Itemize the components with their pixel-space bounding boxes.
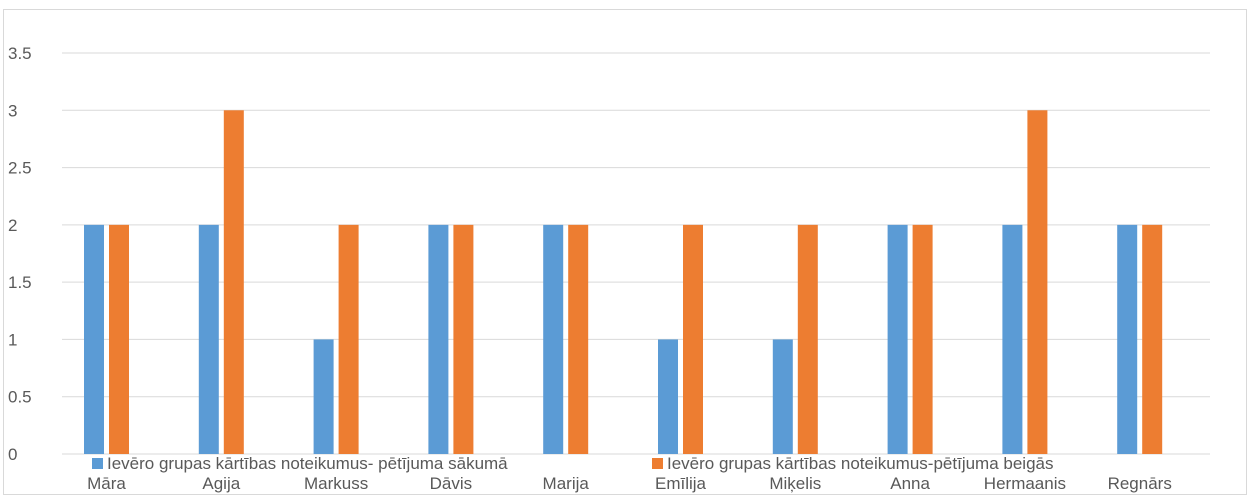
- y-tick-label: 0.5: [8, 388, 32, 407]
- bar-start-2: [313, 339, 334, 454]
- x-category-label: Emīlija: [655, 474, 707, 493]
- bar-start-0: [84, 224, 104, 454]
- bar-start-7: [887, 224, 908, 454]
- legend-swatch: [652, 458, 663, 469]
- chart-frame: [3, 9, 1247, 495]
- y-tick-label: 0: [8, 445, 17, 464]
- bar-end-3: [453, 224, 474, 454]
- y-tick-label: 3.5: [8, 44, 32, 63]
- bar-start-8: [1002, 224, 1023, 454]
- x-category-label: Dāvis: [430, 474, 473, 493]
- x-category-label: Māra: [87, 474, 126, 493]
- bar-end-6: [797, 224, 818, 454]
- x-category-label: Regnārs: [1108, 474, 1172, 493]
- bar-end-1: [223, 110, 244, 455]
- bar-end-7: [912, 224, 933, 454]
- x-category-label: Hermaanis: [984, 474, 1066, 493]
- bar-start-9: [1117, 224, 1138, 454]
- bar-start-6: [772, 339, 793, 454]
- bar-end-5: [683, 224, 703, 454]
- bar-end-9: [1142, 224, 1163, 454]
- y-tick-label: 1.5: [8, 273, 32, 292]
- y-tick-label: 2: [8, 216, 17, 235]
- y-tick-label: 2.5: [8, 159, 32, 178]
- legend-label: Ievēro grupas kārtības noteikumus- pētīj…: [107, 454, 508, 473]
- legend: Ievēro grupas kārtības noteikumus- pētīj…: [92, 454, 1053, 473]
- x-axis-labels: Māra Agija Markuss Dāvis Marija Emīlija Miķeli…: [87, 474, 1172, 493]
- x-category-label: Anna: [890, 474, 930, 493]
- x-category-label: Agija: [202, 474, 240, 493]
- y-tick-label: 3: [8, 101, 17, 120]
- bar-start-5: [658, 339, 678, 454]
- x-category-label: Markuss: [304, 474, 368, 493]
- y-axis-ticks: 0 0.5 1 1.5 2 2.5 3 3.5: [8, 44, 32, 464]
- bar-end-0: [109, 224, 129, 454]
- bar-start-1: [198, 224, 219, 454]
- legend-label: Ievēro grupas kārtības noteikumus-pētīju…: [667, 454, 1053, 473]
- x-category-label: Miķelis: [769, 474, 821, 493]
- bar-end-8: [1027, 110, 1048, 455]
- bars: [84, 110, 1163, 455]
- bar-start-3: [428, 224, 449, 454]
- y-tick-label: 1: [8, 330, 17, 349]
- bar-end-4: [568, 224, 589, 454]
- x-category-label: Marija: [543, 474, 590, 493]
- bar-start-4: [543, 224, 564, 454]
- legend-swatch: [92, 458, 103, 469]
- bar-end-2: [338, 224, 359, 454]
